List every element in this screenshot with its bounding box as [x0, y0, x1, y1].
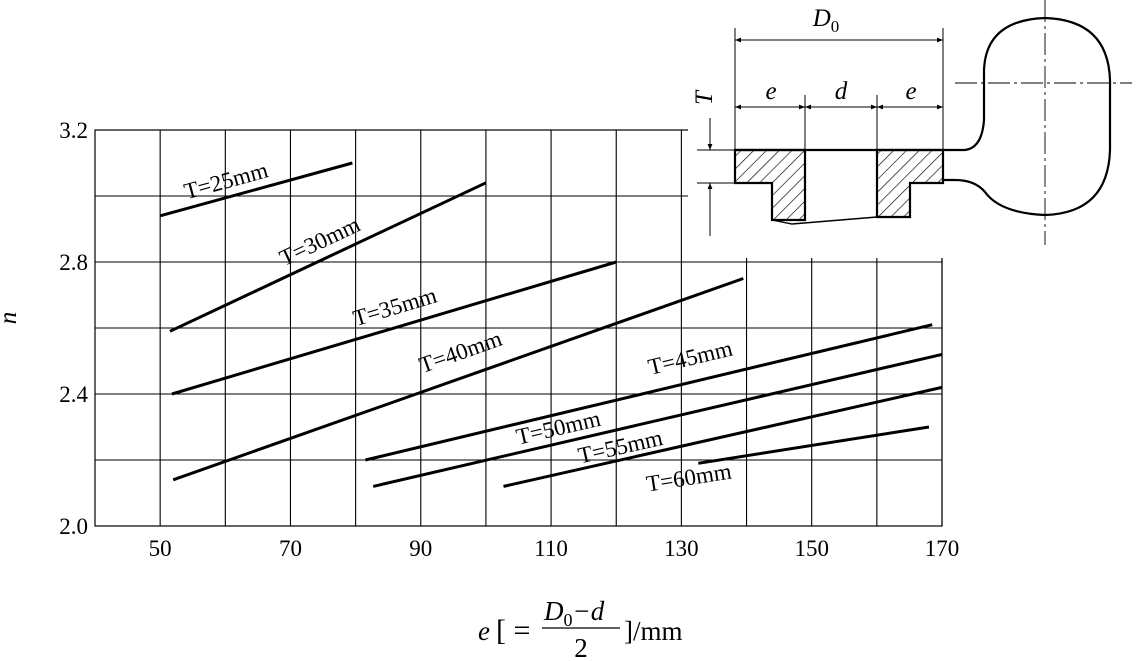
series-line	[365, 323, 933, 462]
x-tick-label: 70	[279, 536, 302, 561]
x-title-part: D0−d	[543, 596, 605, 630]
x-tick-label: 50	[149, 536, 172, 561]
series-line	[698, 425, 930, 465]
x-tick-label: 170	[925, 536, 960, 561]
x-axis-title: e [ = D0−d 2 ]/mm	[478, 596, 683, 661]
x-tick-label: 90	[409, 536, 432, 561]
inset-label: e	[905, 78, 916, 105]
series-label: T=40mm	[416, 326, 505, 378]
series-line	[372, 352, 943, 488]
y-tick-label: 2.4	[59, 382, 88, 407]
series-line	[503, 385, 943, 488]
inset-label: 0	[831, 17, 840, 36]
x-tick-label: 130	[664, 536, 699, 561]
series-line	[169, 181, 487, 333]
y-tick-label: 3.2	[59, 118, 88, 143]
x-tick-label: 110	[534, 536, 568, 561]
series-line	[172, 277, 744, 482]
inset-label: e	[765, 78, 776, 105]
series-line	[171, 260, 617, 396]
x-title-part: e	[478, 616, 490, 646]
y-tick-label: 2.8	[59, 250, 88, 275]
inset-label: D	[812, 5, 831, 32]
series-line	[159, 161, 353, 218]
y-axis-title: n	[0, 312, 22, 325]
inset-label: T	[691, 89, 718, 105]
x-title-part: ]/mm	[624, 616, 683, 646]
series-label: T=35mm	[350, 283, 439, 331]
inset-diagram	[697, 0, 1132, 245]
x-title-part: 0	[564, 610, 573, 630]
series-label: T=60mm	[645, 459, 734, 497]
y-tick-label: 2.0	[59, 514, 88, 539]
inset-label: D0	[812, 5, 840, 36]
x-tick-label: 150	[794, 536, 829, 561]
x-title-part: D	[543, 596, 564, 626]
inset-label: d	[835, 78, 848, 105]
x-title-part: −d	[573, 596, 605, 626]
x-title-part: [ =	[496, 614, 530, 647]
x-title-part: 2	[574, 633, 588, 661]
series-label: T=45mm	[646, 336, 735, 380]
